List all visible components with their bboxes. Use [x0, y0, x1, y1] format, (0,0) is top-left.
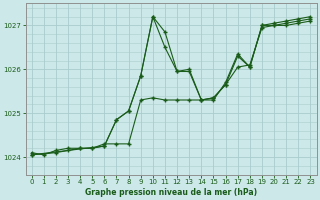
- X-axis label: Graphe pression niveau de la mer (hPa): Graphe pression niveau de la mer (hPa): [85, 188, 257, 197]
